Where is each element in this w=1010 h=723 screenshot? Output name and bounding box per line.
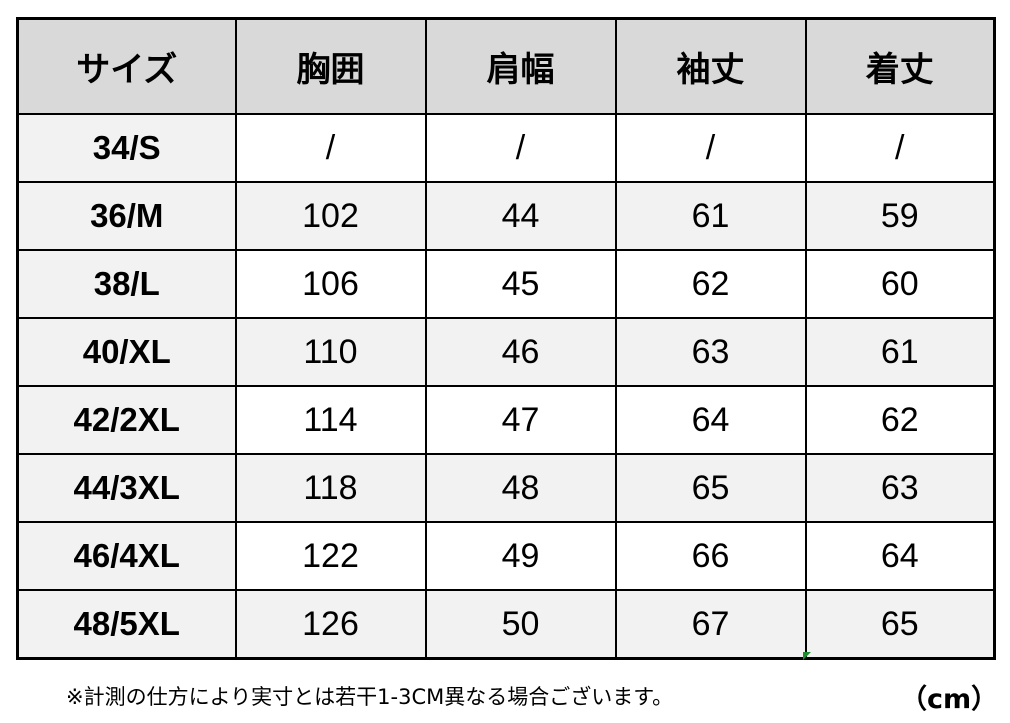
measurement-note: ※計測の仕方により実寸とは若干1-3CM異なる場合ございます。 xyxy=(66,685,674,709)
size-cell: 46/4XL xyxy=(16,521,237,591)
measurement-cell: 114 xyxy=(234,385,427,455)
measurement-cell: 45 xyxy=(424,249,617,319)
measurement-cell: 118 xyxy=(234,453,427,523)
column-header: 袖丈 xyxy=(614,17,807,115)
column-header: サイズ xyxy=(16,17,237,115)
measurement-cell: 65 xyxy=(804,589,996,660)
measurement-cell: 126 xyxy=(234,589,427,660)
size-cell: 44/3XL xyxy=(16,453,237,523)
table-row: 48/5XL 126 50 67 65 xyxy=(16,589,996,660)
measurement-cell: 62 xyxy=(614,249,807,319)
measurement-cell: 106 xyxy=(234,249,427,319)
measurement-cell: / xyxy=(234,113,427,183)
table-row: 42/2XL 114 47 64 62 xyxy=(16,385,996,455)
measurement-cell: 61 xyxy=(614,181,807,251)
measurement-cell: 49 xyxy=(424,521,617,591)
cell-corner-marker xyxy=(803,652,811,660)
size-cell: 36/M xyxy=(16,181,237,251)
size-chart-table: サイズ 胸囲 肩幅 袖丈 着丈 34/S / / //36/M 102 44 61 59 38/L 106… xyxy=(16,17,996,660)
measurement-cell: 60 xyxy=(804,249,996,319)
measurement-cell: 59 xyxy=(804,181,996,251)
measurement-cell: 50 xyxy=(424,589,617,660)
column-header: 着丈 xyxy=(804,17,996,115)
measurement-cell: 44 xyxy=(424,181,617,251)
measurement-cell: 64 xyxy=(804,521,996,591)
table-row: 44/3XL 118 48 65 63 xyxy=(16,453,996,523)
table-row: 36/M 102 44 61 59 xyxy=(16,181,996,251)
size-cell: 48/5XL xyxy=(16,589,237,660)
measurement-cell: 63 xyxy=(804,453,996,523)
size-cell: 40/XL xyxy=(16,317,237,387)
column-header: 胸囲 xyxy=(234,17,427,115)
measurement-cell: 63 xyxy=(614,317,807,387)
measurement-cell: / xyxy=(424,113,617,183)
header-row: サイズ 胸囲 肩幅 袖丈 着丈 xyxy=(16,17,996,115)
table-row: 46/4XL 122 49 66 64 xyxy=(16,521,996,591)
column-header: 肩幅 xyxy=(424,17,617,115)
size-cell: 34/S xyxy=(16,113,237,183)
table-row: 40/XL 110 46 63 61 xyxy=(16,317,996,387)
measurement-cell: 64 xyxy=(614,385,807,455)
table-row: 38/L 106 45 62 60 xyxy=(16,249,996,319)
size-cell: 42/2XL xyxy=(16,385,237,455)
measurement-cell: 62 xyxy=(804,385,996,455)
measurement-cell: 122 xyxy=(234,521,427,591)
measurement-cell: / xyxy=(804,113,996,183)
measurement-cell: 65 xyxy=(614,453,807,523)
unit-label: （cm） xyxy=(900,684,999,715)
measurement-cell: / xyxy=(614,113,807,183)
measurement-cell: 48 xyxy=(424,453,617,523)
table-row: 34/S / / / / xyxy=(16,113,996,183)
measurement-cell: 67 xyxy=(614,589,807,660)
measurement-cell: 46 xyxy=(424,317,617,387)
measurement-cell: 61 xyxy=(804,317,996,387)
measurement-cell: 102 xyxy=(234,181,427,251)
measurement-cell: 66 xyxy=(614,521,807,591)
size-cell: 38/L xyxy=(16,249,237,319)
measurement-cell: 110 xyxy=(234,317,427,387)
measurement-cell: 47 xyxy=(424,385,617,455)
